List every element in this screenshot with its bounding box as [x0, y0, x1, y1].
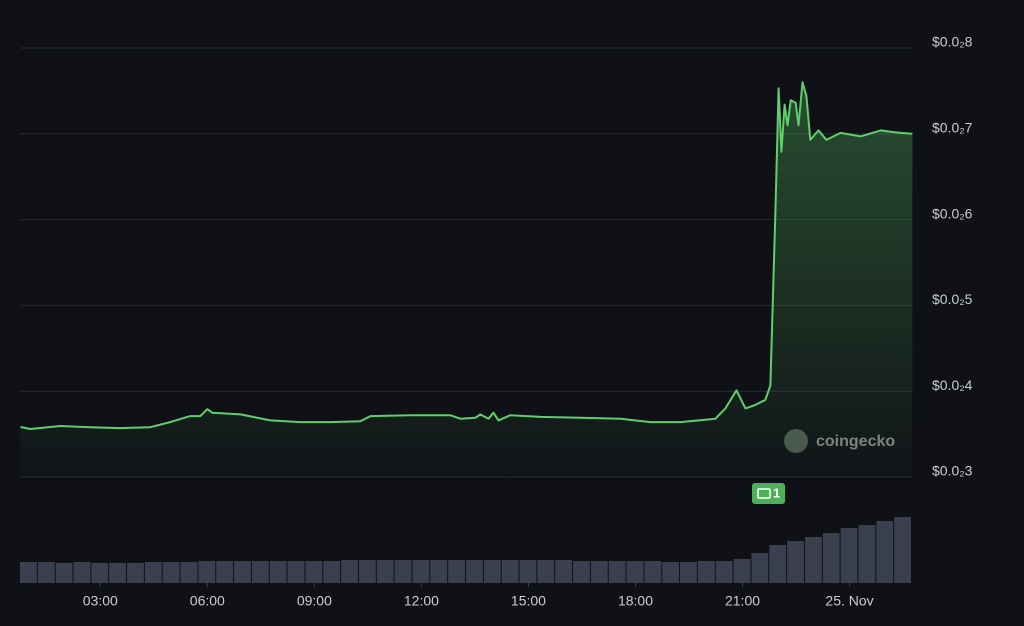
volume-bar — [537, 560, 555, 583]
x-tick-label: 25. Nov — [825, 593, 873, 609]
volume-bar — [287, 561, 305, 583]
news-marker[interactable]: 1 — [752, 483, 785, 504]
x-tick-label: 15:00 — [511, 593, 546, 609]
x-tick-label: 12:00 — [404, 593, 439, 609]
volume-bar — [840, 528, 858, 583]
area-fill — [20, 82, 913, 478]
volume-bar — [626, 561, 644, 583]
x-tick-label: 18:00 — [618, 593, 653, 609]
price-line — [20, 81, 913, 430]
volume-bar — [144, 562, 162, 583]
volume-bar — [37, 562, 55, 583]
volume-bar — [590, 561, 608, 583]
volume-bar — [876, 521, 894, 583]
volume-bar — [466, 560, 483, 583]
volume-bar — [555, 560, 573, 583]
y-tick-label: $0.0₂3 — [932, 463, 973, 479]
volume-bar — [769, 545, 787, 583]
volume-bar — [198, 561, 216, 583]
volume-bar — [822, 533, 840, 583]
volume-bar — [323, 561, 341, 583]
volume-bar — [305, 561, 323, 583]
volume-bar — [501, 560, 519, 583]
news-icon — [757, 488, 771, 499]
volume-bar — [430, 560, 448, 583]
volume-bar — [269, 561, 287, 583]
volume-bar — [251, 561, 269, 583]
volume-bar — [358, 560, 376, 583]
volume-bar — [804, 537, 822, 583]
x-tick-label: 03:00 — [83, 593, 118, 609]
volume-bar — [234, 561, 251, 583]
x-tick-label: 21:00 — [725, 593, 760, 609]
y-tick-label: $0.0₂4 — [932, 377, 973, 393]
volume-bar — [608, 561, 626, 583]
volume-bar — [180, 562, 198, 583]
volume-bar — [109, 563, 127, 583]
volume-bar — [733, 559, 751, 583]
y-tick-label: $0.0₂5 — [932, 291, 973, 307]
volume-bar — [662, 562, 680, 583]
volume-bar — [91, 563, 109, 583]
y-tick-label: $0.0₂6 — [932, 205, 973, 221]
news-count: 1 — [773, 485, 780, 500]
volume-bar — [697, 561, 715, 583]
volume-bar — [448, 560, 465, 583]
volume-bar — [127, 563, 144, 583]
volume-bar — [412, 560, 430, 583]
volume-bar — [715, 561, 733, 583]
y-tick-label: $0.0₂7 — [932, 120, 973, 136]
volume-bar — [573, 561, 590, 583]
volume-bar — [751, 553, 769, 583]
volume-bar — [787, 541, 804, 583]
volume-bar — [858, 525, 876, 583]
x-tick-label: 09:00 — [297, 593, 332, 609]
volume-bar — [73, 562, 91, 583]
volume-bar — [519, 560, 537, 583]
watermark-text: coingecko — [816, 433, 895, 450]
volume-bar — [20, 562, 37, 583]
volume-bar — [394, 560, 412, 583]
volume-bar — [55, 563, 73, 583]
x-tick-label: 06:00 — [190, 593, 225, 609]
watermark-logo — [784, 429, 808, 453]
volume-bar — [341, 560, 358, 583]
volume-bar — [644, 561, 662, 583]
watermark: coingecko — [784, 429, 895, 453]
volume-bar — [216, 561, 234, 583]
volume-bar — [483, 560, 501, 583]
volume-bar — [376, 560, 394, 583]
y-tick-label: $0.0₂8 — [932, 34, 973, 50]
volume-bar — [680, 562, 697, 583]
volume-bar — [894, 517, 911, 583]
volume-bar — [162, 562, 180, 583]
